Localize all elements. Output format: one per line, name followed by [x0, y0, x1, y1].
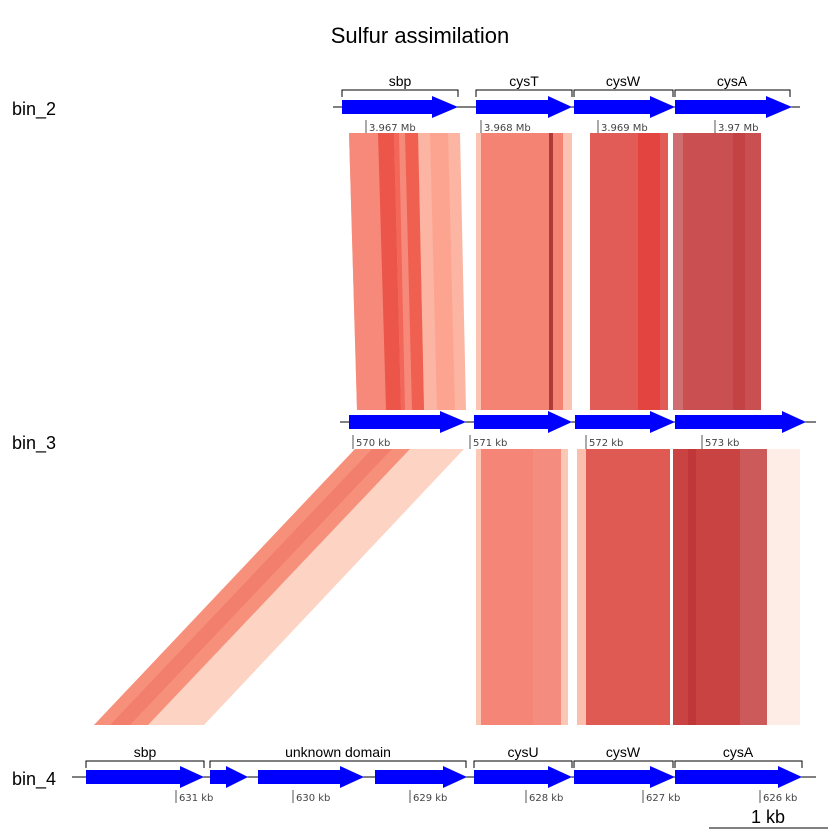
- gene-arrow: [476, 96, 572, 118]
- gene-label: cysW: [606, 73, 641, 89]
- gene-label: unknown domain: [285, 744, 391, 760]
- gene-label: cysT: [509, 73, 539, 89]
- gene-bracket: [473, 760, 573, 768]
- gene-arrow: [474, 766, 572, 788]
- similarity-strip: [688, 449, 696, 725]
- gene-bracket: [674, 89, 791, 97]
- similarity-strip: [430, 133, 455, 410]
- genome-track-bin_3: bin_3 570 kb 571 kb 572 kb 573 kb: [12, 411, 816, 454]
- gene-bracket: [674, 760, 803, 768]
- similarity-strip: [378, 133, 401, 410]
- gene-arrow: [474, 411, 572, 433]
- scale-bar-label: 1 kb: [751, 807, 785, 827]
- gene-bracket: [573, 89, 674, 97]
- tick-label: 3.968 Mb: [484, 123, 531, 134]
- genome-label: bin_2: [12, 99, 56, 120]
- similarity-strip: [638, 133, 660, 410]
- genome-track-bin_4: bin_4 sbp unknown domain cysU cysW cysA …: [12, 744, 816, 804]
- diagram-title: Sulfur assimilation: [331, 23, 510, 48]
- tick-label: 626 kb: [763, 793, 797, 804]
- gene-arrow: [675, 96, 792, 118]
- gene-bracket: [209, 760, 467, 768]
- tick-label: 630 kb: [296, 793, 330, 804]
- tick-label: 571 kb: [473, 438, 507, 449]
- gene-arrow: [574, 766, 675, 788]
- similarity-strip: [673, 133, 761, 410]
- gene-label: cysU: [507, 744, 538, 760]
- similarity-strip: [549, 133, 553, 410]
- gene-bracket: [475, 89, 573, 97]
- similarity-strip: [405, 133, 424, 410]
- similarity-strip: [110, 449, 392, 725]
- gene-arrow: [575, 411, 675, 433]
- tick-label: 3.969 Mb: [601, 123, 648, 134]
- similarity-strip: [394, 133, 405, 410]
- tick-label: 3.97 Mb: [718, 123, 758, 134]
- similarity-strip: [533, 449, 561, 725]
- genome-track-bin_2: bin_2 sbp cysT cysW cysA 3.967 Mb 3.968 …: [12, 73, 800, 134]
- gene-bracket: [573, 760, 674, 768]
- gene-label: cysW: [606, 744, 641, 760]
- tick-label: 3.967 Mb: [369, 123, 416, 134]
- gene-arrow: [210, 766, 248, 788]
- genome-label: bin_4: [12, 769, 56, 790]
- similarity-strip: [733, 133, 745, 410]
- tick-label: 572 kb: [589, 438, 623, 449]
- gene-arrow: [342, 96, 458, 118]
- gene-label: cysA: [723, 744, 754, 760]
- gene-bracket: [85, 760, 205, 768]
- tick-label: 629 kb: [413, 793, 447, 804]
- gene-arrow: [675, 766, 802, 788]
- comparison-bin2-bin3: [349, 133, 761, 410]
- tick-label: 631 kb: [179, 793, 213, 804]
- gene-bracket: [341, 89, 459, 97]
- gene-label: sbp: [389, 73, 412, 89]
- tick-label: 627 kb: [646, 793, 680, 804]
- similarity-strip: [586, 449, 670, 725]
- gene-arrow: [258, 766, 364, 788]
- gene-arrow: [349, 411, 466, 433]
- similarity-strip: [673, 449, 740, 725]
- tick-label: 570 kb: [356, 438, 390, 449]
- gene-label: cysA: [717, 73, 748, 89]
- gene-arrow: [574, 96, 675, 118]
- gene-arrow: [675, 411, 806, 433]
- gene-label: sbp: [134, 744, 157, 760]
- gene-arrow: [86, 766, 204, 788]
- tick-label: 628 kb: [529, 793, 563, 804]
- genome-label: bin_3: [12, 433, 56, 454]
- scale-bar: 1 kb: [709, 807, 828, 829]
- tick-label: 573 kb: [705, 438, 739, 449]
- gene-arrow: [375, 766, 467, 788]
- similarity-strip: [673, 133, 683, 410]
- comparison-bin3-bin4: [94, 449, 800, 725]
